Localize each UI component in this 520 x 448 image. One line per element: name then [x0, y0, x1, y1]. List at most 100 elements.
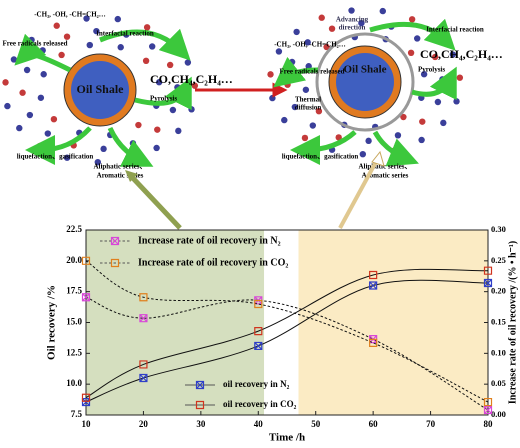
arrow [134, 76, 192, 111]
particle [191, 82, 199, 89]
legend-label: oil recovery in CO₂ [223, 399, 297, 409]
particle [301, 134, 309, 142]
particle [129, 140, 137, 147]
particle [408, 16, 416, 23]
x-tick-label: 50 [311, 419, 321, 429]
particle [155, 79, 163, 86]
data-point [483, 405, 493, 415]
particle [407, 49, 415, 57]
y2-tick-label: 0.25 [491, 255, 506, 265]
data-point [81, 393, 91, 402]
chart: 7.5 10.0 12.5 15.0 17.5 20.0 22.5 0.00 0.05 0.10 0… [46, 224, 519, 444]
particle [142, 57, 150, 65]
particle [63, 154, 71, 161]
particle [288, 58, 296, 66]
particle [439, 76, 446, 83]
y2-tick-label: 0.10 [491, 347, 506, 357]
y-axis-title: Oil recovery /% [46, 285, 58, 360]
particle [348, 7, 355, 14]
particle [365, 137, 372, 145]
particle [419, 118, 426, 125]
particle [53, 22, 60, 29]
particle [323, 43, 330, 51]
particle [434, 98, 442, 106]
data-point [254, 299, 263, 309]
legend-label: Increase rate of oil recovery in CO₂ [138, 257, 288, 268]
data-point [139, 293, 148, 302]
label: Thermal [295, 96, 321, 104]
particle [154, 126, 161, 133]
x-tick-label: 10 [82, 419, 92, 429]
legend-marker [195, 380, 205, 390]
particle [315, 107, 323, 115]
particle [184, 59, 192, 66]
particle [269, 94, 276, 102]
label: -CH₃, -OH, -CH=CH₂… [274, 41, 346, 49]
data-point [369, 270, 378, 280]
particle [304, 39, 311, 46]
particle [309, 122, 317, 129]
particle [400, 113, 407, 121]
particle [379, 7, 386, 15]
particle [37, 94, 45, 101]
y-tick-label: 7.5 [71, 409, 83, 419]
particle [328, 25, 336, 32]
particle [148, 43, 156, 50]
particle [169, 106, 177, 114]
arrow-head [371, 150, 385, 167]
particle [153, 144, 160, 152]
series-line [85, 268, 489, 399]
label: CO,CH₄,C₂H₄… [150, 72, 233, 86]
arrow [128, 173, 182, 230]
particle [166, 61, 174, 69]
data-point [81, 397, 91, 407]
particle [335, 134, 342, 141]
y2-tick-label: 0.00 [491, 409, 506, 419]
arrow [25, 126, 92, 165]
y2-tick-label: 0.15 [491, 316, 506, 326]
label: -CH₃, -OH, -CH=CH₂… [34, 11, 106, 19]
particle [302, 86, 310, 93]
arrow [338, 159, 379, 229]
label: Interfacial reaction [96, 30, 154, 38]
diagram-left: -CH₃, -OH, -CH=CH₂… Interfacial reaction… [2, 11, 232, 180]
legend-marker [110, 258, 120, 268]
label: Aliphatic series、 [93, 163, 146, 171]
arrow [411, 66, 457, 101]
data-point [369, 281, 378, 290]
particle [117, 44, 124, 51]
y2-tick-label: 0.05 [491, 378, 506, 388]
data-point [483, 278, 493, 288]
label: Free radicals released [279, 68, 344, 76]
particle [114, 15, 121, 23]
x-tick-label: 30 [196, 419, 206, 429]
front [315, 32, 415, 132]
series-line [85, 260, 489, 403]
particle [86, 41, 93, 49]
legend-label: Increase rate of oil recovery in N₂ [138, 235, 281, 246]
label: Aromatic series [97, 172, 144, 180]
particle [39, 47, 46, 54]
series-line [85, 296, 489, 411]
particle [413, 35, 421, 42]
y-tick-label: 20.0 [66, 255, 82, 265]
particle [44, 130, 52, 137]
y-tick-label: 22.5 [66, 224, 82, 234]
particle [188, 106, 195, 113]
particle [19, 89, 26, 96]
particle [10, 56, 18, 63]
particle [93, 27, 100, 35]
particle [394, 132, 402, 139]
diagram-right: Advancing direction Interfacial reaction… [273, 16, 503, 180]
arrow [273, 56, 319, 88]
x-tick-label: 20 [139, 419, 149, 429]
particle [284, 81, 291, 88]
particle [281, 116, 288, 124]
particle [83, 15, 90, 22]
particle [2, 79, 9, 86]
y2-tick-label: 0.30 [491, 224, 506, 234]
particle [275, 48, 283, 55]
arrow [99, 28, 191, 61]
